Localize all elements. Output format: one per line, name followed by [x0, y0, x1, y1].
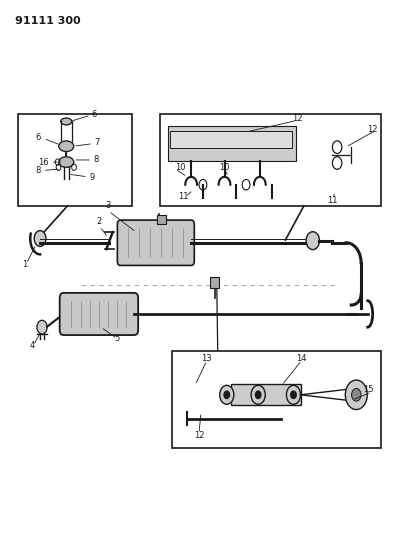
- Circle shape: [34, 231, 46, 246]
- Text: 91111 300: 91111 300: [15, 16, 80, 26]
- Text: 13: 13: [201, 354, 212, 364]
- Text: 11: 11: [178, 192, 189, 201]
- Circle shape: [287, 385, 300, 405]
- Bar: [231, 384, 301, 406]
- FancyBboxPatch shape: [117, 220, 194, 265]
- Text: 15: 15: [363, 385, 374, 394]
- Text: 10: 10: [176, 164, 186, 172]
- FancyBboxPatch shape: [60, 293, 138, 335]
- Circle shape: [345, 380, 367, 409]
- Text: 3: 3: [105, 201, 111, 211]
- Bar: [172, 351, 382, 448]
- Text: 12: 12: [367, 125, 378, 134]
- Text: 5: 5: [114, 334, 119, 343]
- Circle shape: [306, 232, 320, 249]
- Circle shape: [256, 391, 261, 399]
- Text: 2: 2: [96, 217, 101, 227]
- Ellipse shape: [61, 118, 72, 125]
- Bar: [160, 114, 382, 206]
- Bar: [157, 215, 166, 224]
- Circle shape: [251, 385, 265, 405]
- Bar: [168, 126, 296, 161]
- Text: 10: 10: [219, 164, 230, 172]
- Text: 1: 1: [22, 260, 27, 269]
- Bar: [210, 277, 219, 288]
- Ellipse shape: [59, 141, 74, 151]
- Text: 9: 9: [90, 173, 95, 182]
- Text: 16: 16: [38, 158, 49, 167]
- Bar: [170, 131, 291, 148]
- Text: 6: 6: [35, 133, 41, 142]
- Text: 14: 14: [297, 354, 307, 364]
- Circle shape: [224, 391, 230, 399]
- Text: 7: 7: [95, 138, 100, 147]
- Circle shape: [220, 385, 234, 405]
- Text: 12: 12: [292, 114, 302, 123]
- Text: 11: 11: [328, 196, 338, 205]
- Circle shape: [351, 389, 361, 401]
- Ellipse shape: [59, 157, 74, 167]
- Text: 8: 8: [35, 166, 41, 175]
- Text: 6: 6: [92, 110, 97, 119]
- Text: 4: 4: [29, 341, 35, 350]
- Text: 12: 12: [194, 431, 204, 440]
- Text: 8: 8: [94, 156, 99, 165]
- Circle shape: [37, 320, 47, 334]
- Bar: [18, 114, 132, 206]
- Circle shape: [291, 391, 296, 399]
